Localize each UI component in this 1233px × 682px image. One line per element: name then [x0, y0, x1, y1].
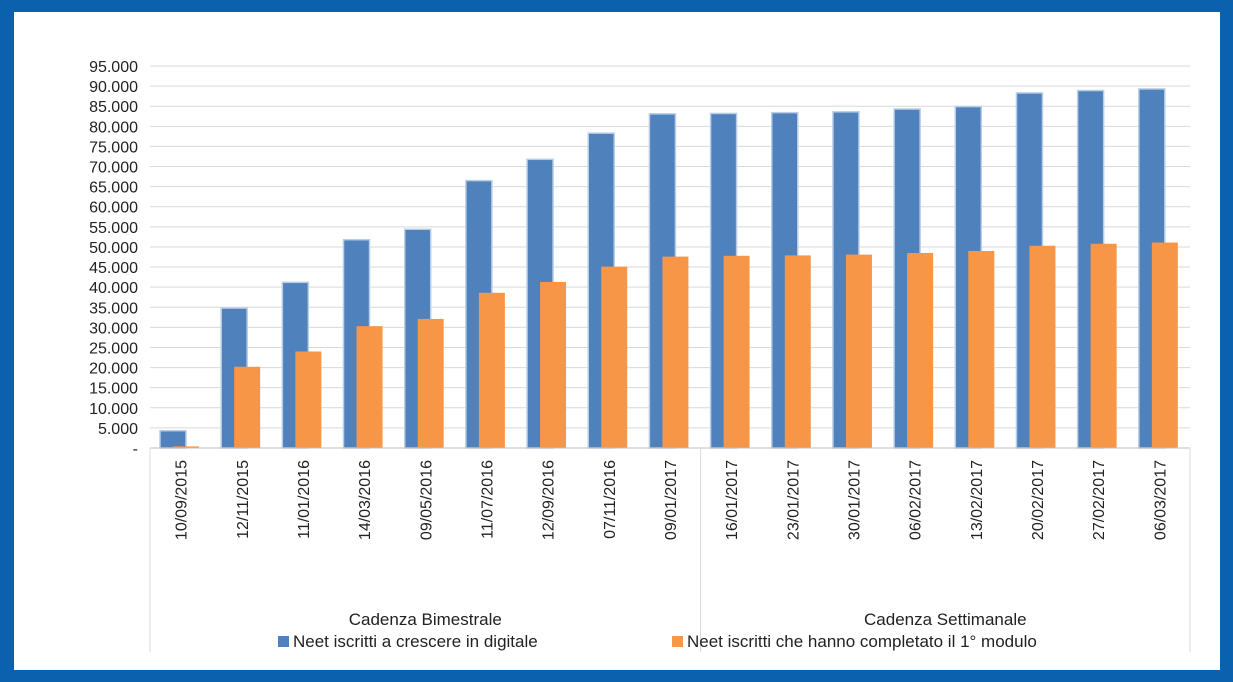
bar-completato: [1151, 242, 1178, 448]
legend-swatch: [278, 636, 289, 647]
bar-completato: [417, 318, 444, 448]
bar-completato: [784, 255, 811, 448]
x-tick-label: 23/01/2017: [785, 460, 802, 540]
bar-completato: [295, 351, 322, 448]
x-tick-label: 12/09/2016: [541, 460, 558, 540]
x-tick-label: 09/05/2016: [418, 460, 435, 540]
x-tick-label: 16/01/2017: [724, 460, 741, 540]
bar-iscritti: [159, 429, 187, 449]
x-tick-label: 14/03/2016: [357, 460, 374, 540]
x-tick-label: 30/01/2017: [847, 460, 864, 540]
bar-completato: [907, 252, 934, 448]
y-tick-label: 15.000: [89, 381, 138, 398]
x-tick-label: 06/03/2017: [1152, 460, 1169, 540]
y-tick-label: 65.000: [89, 180, 138, 197]
bar-completato: [478, 292, 505, 448]
y-tick-label: 75.000: [89, 139, 138, 156]
y-tick-label: 55.000: [89, 220, 138, 237]
legend-label: Neet iscritti a crescere in digitale: [293, 632, 538, 651]
x-tick-label: 20/02/2017: [1030, 460, 1047, 540]
bar-completato: [356, 326, 383, 448]
x-tick-label: 10/09/2015: [174, 460, 191, 540]
chart-frame: - 5.000 10.000 15.000 20.000 25.000 30.000 35.0…: [14, 12, 1220, 670]
legend-swatch: [672, 636, 683, 647]
legend-label: Neet iscritti che hanno completato il 1°…: [687, 632, 1037, 651]
y-tick-label: 25.000: [89, 340, 138, 357]
category-group-label: Cadenza Settimanale: [864, 610, 1027, 629]
y-tick-label: 70.000: [89, 160, 138, 177]
y-tick-label: 35.000: [89, 300, 138, 317]
x-tick-label: 12/11/2015: [235, 460, 252, 539]
bar-completato: [173, 446, 199, 448]
y-tick-label: 5.000: [98, 421, 138, 438]
x-tick-label: 11/01/2016: [296, 460, 313, 539]
bar-completato: [723, 255, 750, 448]
bar-completato: [234, 366, 261, 448]
bar-completato: [1090, 243, 1117, 448]
x-tick-label: 11/07/2016: [479, 460, 496, 539]
x-tick-label: 13/02/2017: [969, 460, 986, 540]
bar-chart: - 5.000 10.000 15.000 20.000 25.000 30.000 35.0…: [89, 59, 1191, 652]
category-group-label: Cadenza Bimestrale: [349, 610, 502, 629]
x-tick-label: 09/01/2017: [663, 460, 680, 540]
bar-completato: [1029, 245, 1056, 448]
y-tick-label: 30.000: [89, 320, 138, 337]
y-tick-label: 45.000: [89, 260, 138, 277]
y-tick-label: 20.000: [89, 361, 138, 378]
bar-completato: [845, 254, 872, 448]
bar-completato: [968, 250, 995, 448]
y-tick-label: 60.000: [89, 200, 138, 217]
y-tick-label: 80.000: [89, 119, 138, 136]
x-tick-label: 06/02/2017: [908, 460, 925, 540]
y-tick-label: 95.000: [89, 59, 138, 76]
y-tick-label: 50.000: [89, 240, 138, 257]
bar-completato: [601, 266, 628, 448]
x-tick-label: 27/02/2017: [1091, 460, 1108, 540]
y-tick-label: 90.000: [89, 79, 138, 96]
x-tick-label: 07/11/2016: [602, 460, 619, 539]
bar-completato: [662, 256, 689, 448]
y-tick-label: 40.000: [89, 280, 138, 297]
y-tick-label: 10.000: [89, 401, 138, 418]
bar-completato: [540, 281, 567, 448]
y-tick-label: 85.000: [89, 99, 138, 116]
y-tick-label: -: [133, 441, 138, 458]
